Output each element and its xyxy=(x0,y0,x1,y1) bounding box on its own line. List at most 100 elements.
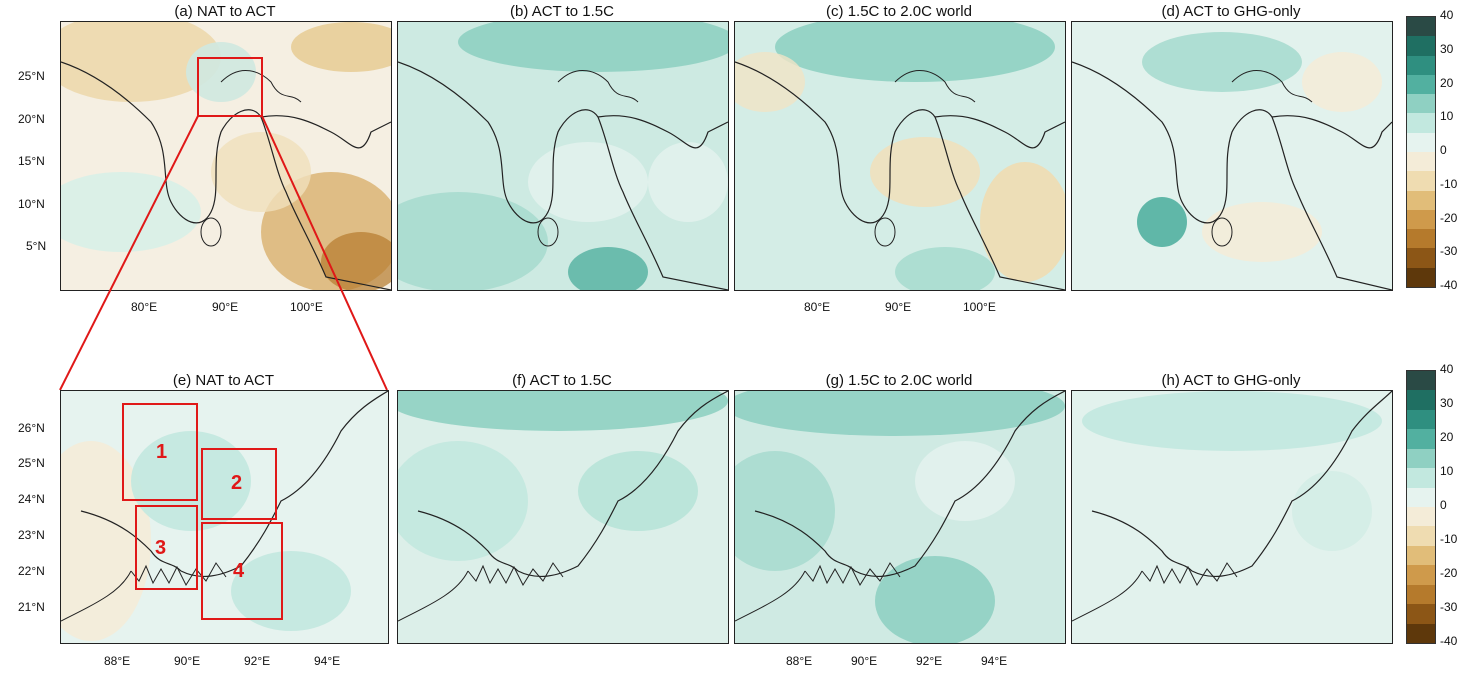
panel-title-h: (h) ACT to GHG-only xyxy=(1161,372,1301,389)
colorbar-label: -20 xyxy=(1440,566,1458,580)
panel-title-b: (b) ACT to 1.5C xyxy=(510,3,614,20)
map-h-field xyxy=(1072,391,1392,622)
map-e-field xyxy=(61,391,388,643)
colorbar-segment xyxy=(1407,209,1435,230)
region-label-4: 4 xyxy=(233,560,245,582)
colorbar-segment xyxy=(1407,409,1435,430)
colorbar-segment xyxy=(1407,468,1435,489)
colorbar-segment xyxy=(1407,604,1435,625)
region-label-1: 1 xyxy=(156,441,168,463)
lon-label: 90°E xyxy=(212,300,239,314)
lat-label: 22°N xyxy=(18,564,45,578)
panel-title-d: (d) ACT to GHG-only xyxy=(1161,3,1301,20)
lon-label: 90°E xyxy=(885,300,912,314)
colorbar-label: -10 xyxy=(1440,532,1458,546)
lat-label: 5°N xyxy=(26,239,47,253)
colorbar-segment xyxy=(1407,526,1435,547)
map-f xyxy=(397,390,729,644)
colorbar-segment xyxy=(1407,448,1435,469)
region-label-2: 2 xyxy=(231,472,243,494)
lat-label: 10°N xyxy=(18,197,45,211)
colorbar-segment xyxy=(1407,248,1435,269)
lat-label: 25°N xyxy=(18,69,45,83)
region-label-3: 3 xyxy=(155,537,167,559)
lon-label: 80°E xyxy=(804,300,831,314)
colorbar-top xyxy=(1406,16,1436,288)
map-g-field xyxy=(735,391,1065,643)
colorbar-label: 40 xyxy=(1440,8,1454,22)
colorbar-label: 40 xyxy=(1440,362,1454,376)
colorbar-segment xyxy=(1407,565,1435,586)
lat-label: 21°N xyxy=(18,600,45,614)
map-e xyxy=(60,390,389,644)
colorbar-segment xyxy=(1407,55,1435,76)
colorbar-segment xyxy=(1407,371,1435,391)
colorbar-segment xyxy=(1407,132,1435,153)
colorbar-label: 20 xyxy=(1440,430,1454,444)
lat-label: 25°N xyxy=(18,456,45,470)
map-c-field xyxy=(735,22,1065,290)
colorbar-label: 10 xyxy=(1440,464,1454,478)
lon-label: 90°E xyxy=(851,654,878,668)
colorbar-label: 30 xyxy=(1440,41,1454,56)
lat-label: 20°N xyxy=(18,112,45,126)
map-f-field xyxy=(398,391,728,622)
lat-label: 24°N xyxy=(18,492,45,506)
panel-title-e: (e) NAT to ACT xyxy=(172,372,275,389)
colorbar-label: 20 xyxy=(1440,75,1454,90)
map-d xyxy=(1071,21,1393,291)
colorbar-segment xyxy=(1407,74,1435,95)
colorbar-segment xyxy=(1407,36,1435,57)
region-box-2 xyxy=(201,448,277,520)
lon-label: 94°E xyxy=(981,654,1008,668)
map-h xyxy=(1071,390,1393,644)
colorbar-segment xyxy=(1407,267,1435,288)
map-d-field xyxy=(1072,32,1392,290)
colorbar-label: 0 xyxy=(1440,143,1447,157)
lat-label: 26°N xyxy=(18,421,45,435)
lon-label: 80°E xyxy=(131,300,158,314)
panel-title-g: (g) 1.5C to 2.0C world xyxy=(825,372,973,389)
colorbar-label: -20 xyxy=(1440,210,1458,225)
colorbar-segment xyxy=(1407,584,1435,605)
colorbar-segment xyxy=(1407,390,1435,411)
colorbar-segment xyxy=(1407,545,1435,566)
colorbar-segment xyxy=(1407,623,1435,644)
colorbar-segment xyxy=(1407,487,1435,508)
colorbar-bottom xyxy=(1406,370,1436,644)
colorbar-label: -40 xyxy=(1440,634,1458,648)
lon-label: 92°E xyxy=(916,654,943,668)
lon-label: 94°E xyxy=(314,654,341,668)
lon-label: 100°E xyxy=(290,300,323,314)
panel-title-a: (a) NAT to ACT xyxy=(174,3,276,20)
colorbar-label: -30 xyxy=(1440,244,1458,259)
colorbar-segment xyxy=(1407,94,1435,114)
lat-label: 23°N xyxy=(18,528,45,542)
colorbar-label: -30 xyxy=(1440,600,1458,614)
lon-label: 88°E xyxy=(786,654,813,668)
colorbar-segment xyxy=(1407,113,1435,134)
map-g xyxy=(734,390,1066,644)
colorbar-segment xyxy=(1407,17,1435,37)
colorbar-segment xyxy=(1407,190,1435,211)
colorbar-segment xyxy=(1407,229,1435,249)
map-b-field xyxy=(398,22,728,290)
colorbar-label: -10 xyxy=(1440,176,1458,191)
lon-label: 92°E xyxy=(244,654,271,668)
panel-title-f: (f) ACT to 1.5C xyxy=(512,372,612,389)
colorbar-segment xyxy=(1407,152,1435,172)
colorbar-label: 30 xyxy=(1440,396,1454,410)
map-b xyxy=(397,21,729,291)
colorbar-label: -40 xyxy=(1440,278,1458,292)
panel-title-c: (c) 1.5C to 2.0C world xyxy=(826,3,972,20)
map-a xyxy=(60,21,392,291)
colorbar-label: 10 xyxy=(1440,109,1454,124)
lon-label: 90°E xyxy=(174,654,201,668)
colorbar-segment xyxy=(1407,429,1435,450)
region-box-4 xyxy=(201,522,283,620)
map-c xyxy=(734,21,1066,291)
colorbar-label: 0 xyxy=(1440,498,1447,512)
colorbar-segment xyxy=(1407,171,1435,192)
region-box-1 xyxy=(122,403,198,501)
